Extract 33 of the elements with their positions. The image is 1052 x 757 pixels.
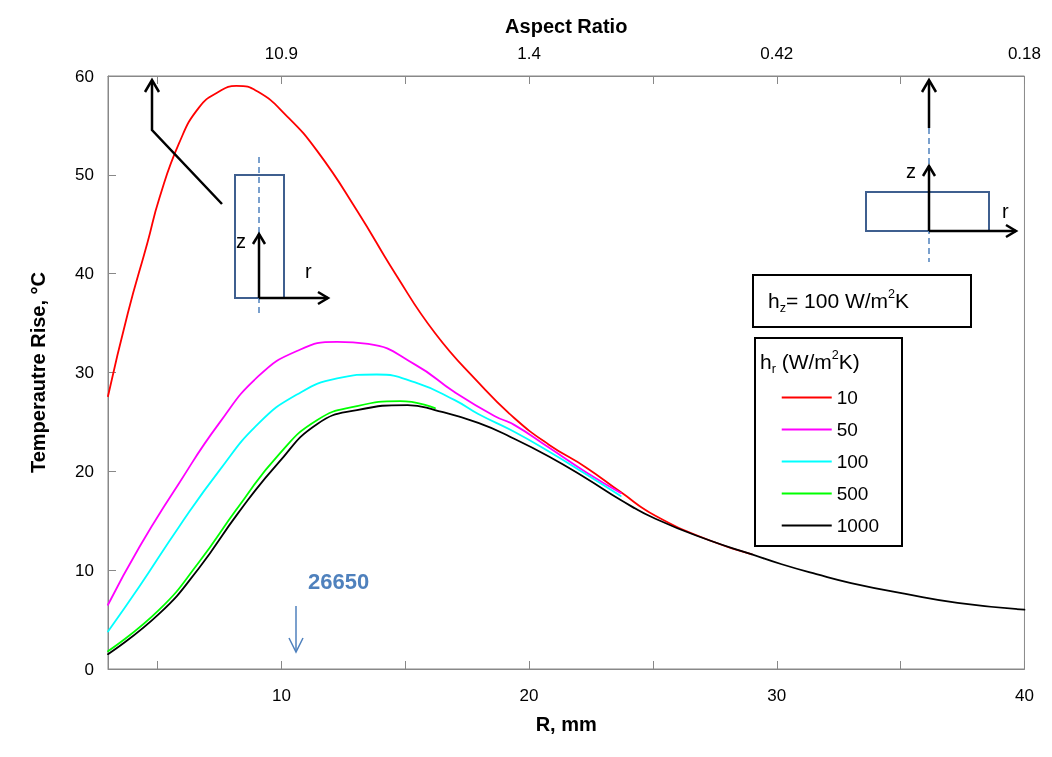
annotation: 26650 [308, 568, 370, 594]
line-series [107, 373, 622, 633]
y-tick-label: 20 [75, 461, 94, 481]
y-axis-title: Temperautre Rise, °C [27, 271, 49, 474]
legend-label: 10 [836, 387, 858, 408]
y-tick-label: 30 [75, 363, 94, 382]
text: 0.42 [760, 44, 794, 63]
y-tick-label: 60 [75, 66, 94, 86]
line-series [107, 404, 1026, 656]
text: 1.4 [517, 44, 541, 63]
legend-label: 1000 [836, 515, 880, 536]
annotation: r [305, 260, 312, 282]
text: 10.9 [264, 44, 298, 63]
y-tick-label: 50 [75, 165, 94, 185]
line-series [107, 340, 622, 606]
annotation: z [906, 160, 916, 182]
x-tick-label: 20 [519, 686, 539, 705]
y-tick-label: 40 [75, 264, 94, 284]
line-series [107, 84, 753, 556]
x-tick-label: 10 [271, 686, 291, 705]
x2-axis-title: Aspect Ratio [505, 15, 628, 37]
annotation: z [236, 230, 246, 252]
line-series [107, 400, 436, 653]
legend-label: 500 [836, 483, 869, 504]
y-tick-label: 0 [84, 659, 94, 679]
legend-label: 100 [836, 451, 869, 472]
text: 0.18 [1007, 44, 1041, 63]
annotation: r [1002, 200, 1009, 222]
legend-label: 50 [836, 419, 858, 440]
x-tick-label: 40 [1015, 686, 1034, 705]
y-tick-label: 10 [75, 560, 94, 580]
x-tick-label: 30 [767, 686, 787, 705]
x-axis-title: R, mm [535, 713, 597, 735]
